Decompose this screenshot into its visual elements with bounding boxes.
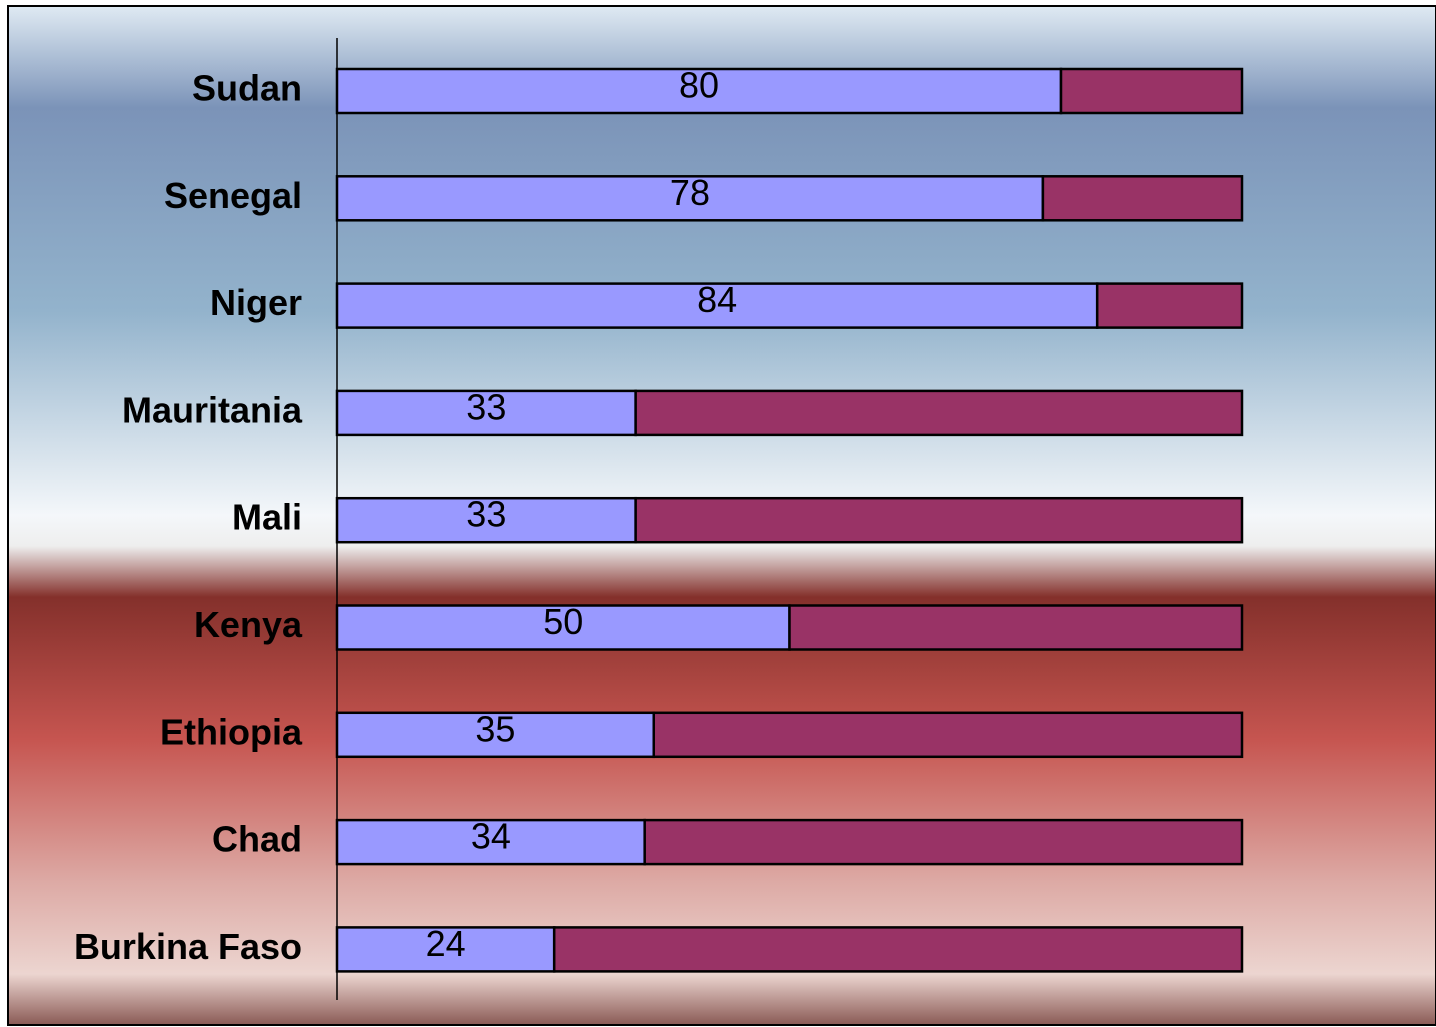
bar-segment (643, 818, 1244, 866)
bar-segment (335, 282, 1099, 329)
data-label: 50 (543, 601, 583, 642)
category-label: Burkina Faso (74, 926, 302, 967)
bar-segment (1095, 282, 1244, 329)
bar-segment (1059, 67, 1244, 115)
bar-segment (1041, 175, 1244, 222)
data-label: 33 (466, 494, 506, 535)
category-label: Mali (232, 497, 302, 538)
data-label: 84 (697, 279, 737, 320)
data-label: 80 (679, 65, 719, 106)
bar-segment (788, 604, 1244, 651)
category-label: Chad (212, 819, 302, 860)
category-label: Ethiopia (160, 711, 303, 752)
category-label: Kenya (194, 604, 303, 645)
bar-segment (634, 496, 1244, 544)
bar-segment (335, 926, 556, 973)
bar-segment (552, 926, 1244, 973)
category-label: Senegal (164, 175, 302, 216)
data-label: 34 (471, 816, 511, 857)
data-label: 33 (466, 386, 506, 427)
category-label: Niger (210, 282, 302, 323)
bar-segment (335, 496, 637, 544)
bar-segment (652, 711, 1244, 759)
category-label: Sudan (192, 68, 302, 109)
data-label: 35 (475, 708, 515, 749)
bar-segment (634, 389, 1244, 437)
bar-segment (335, 711, 655, 759)
category-label: Mauritania (122, 389, 303, 430)
data-label: 78 (670, 172, 710, 213)
data-label: 24 (426, 923, 466, 964)
